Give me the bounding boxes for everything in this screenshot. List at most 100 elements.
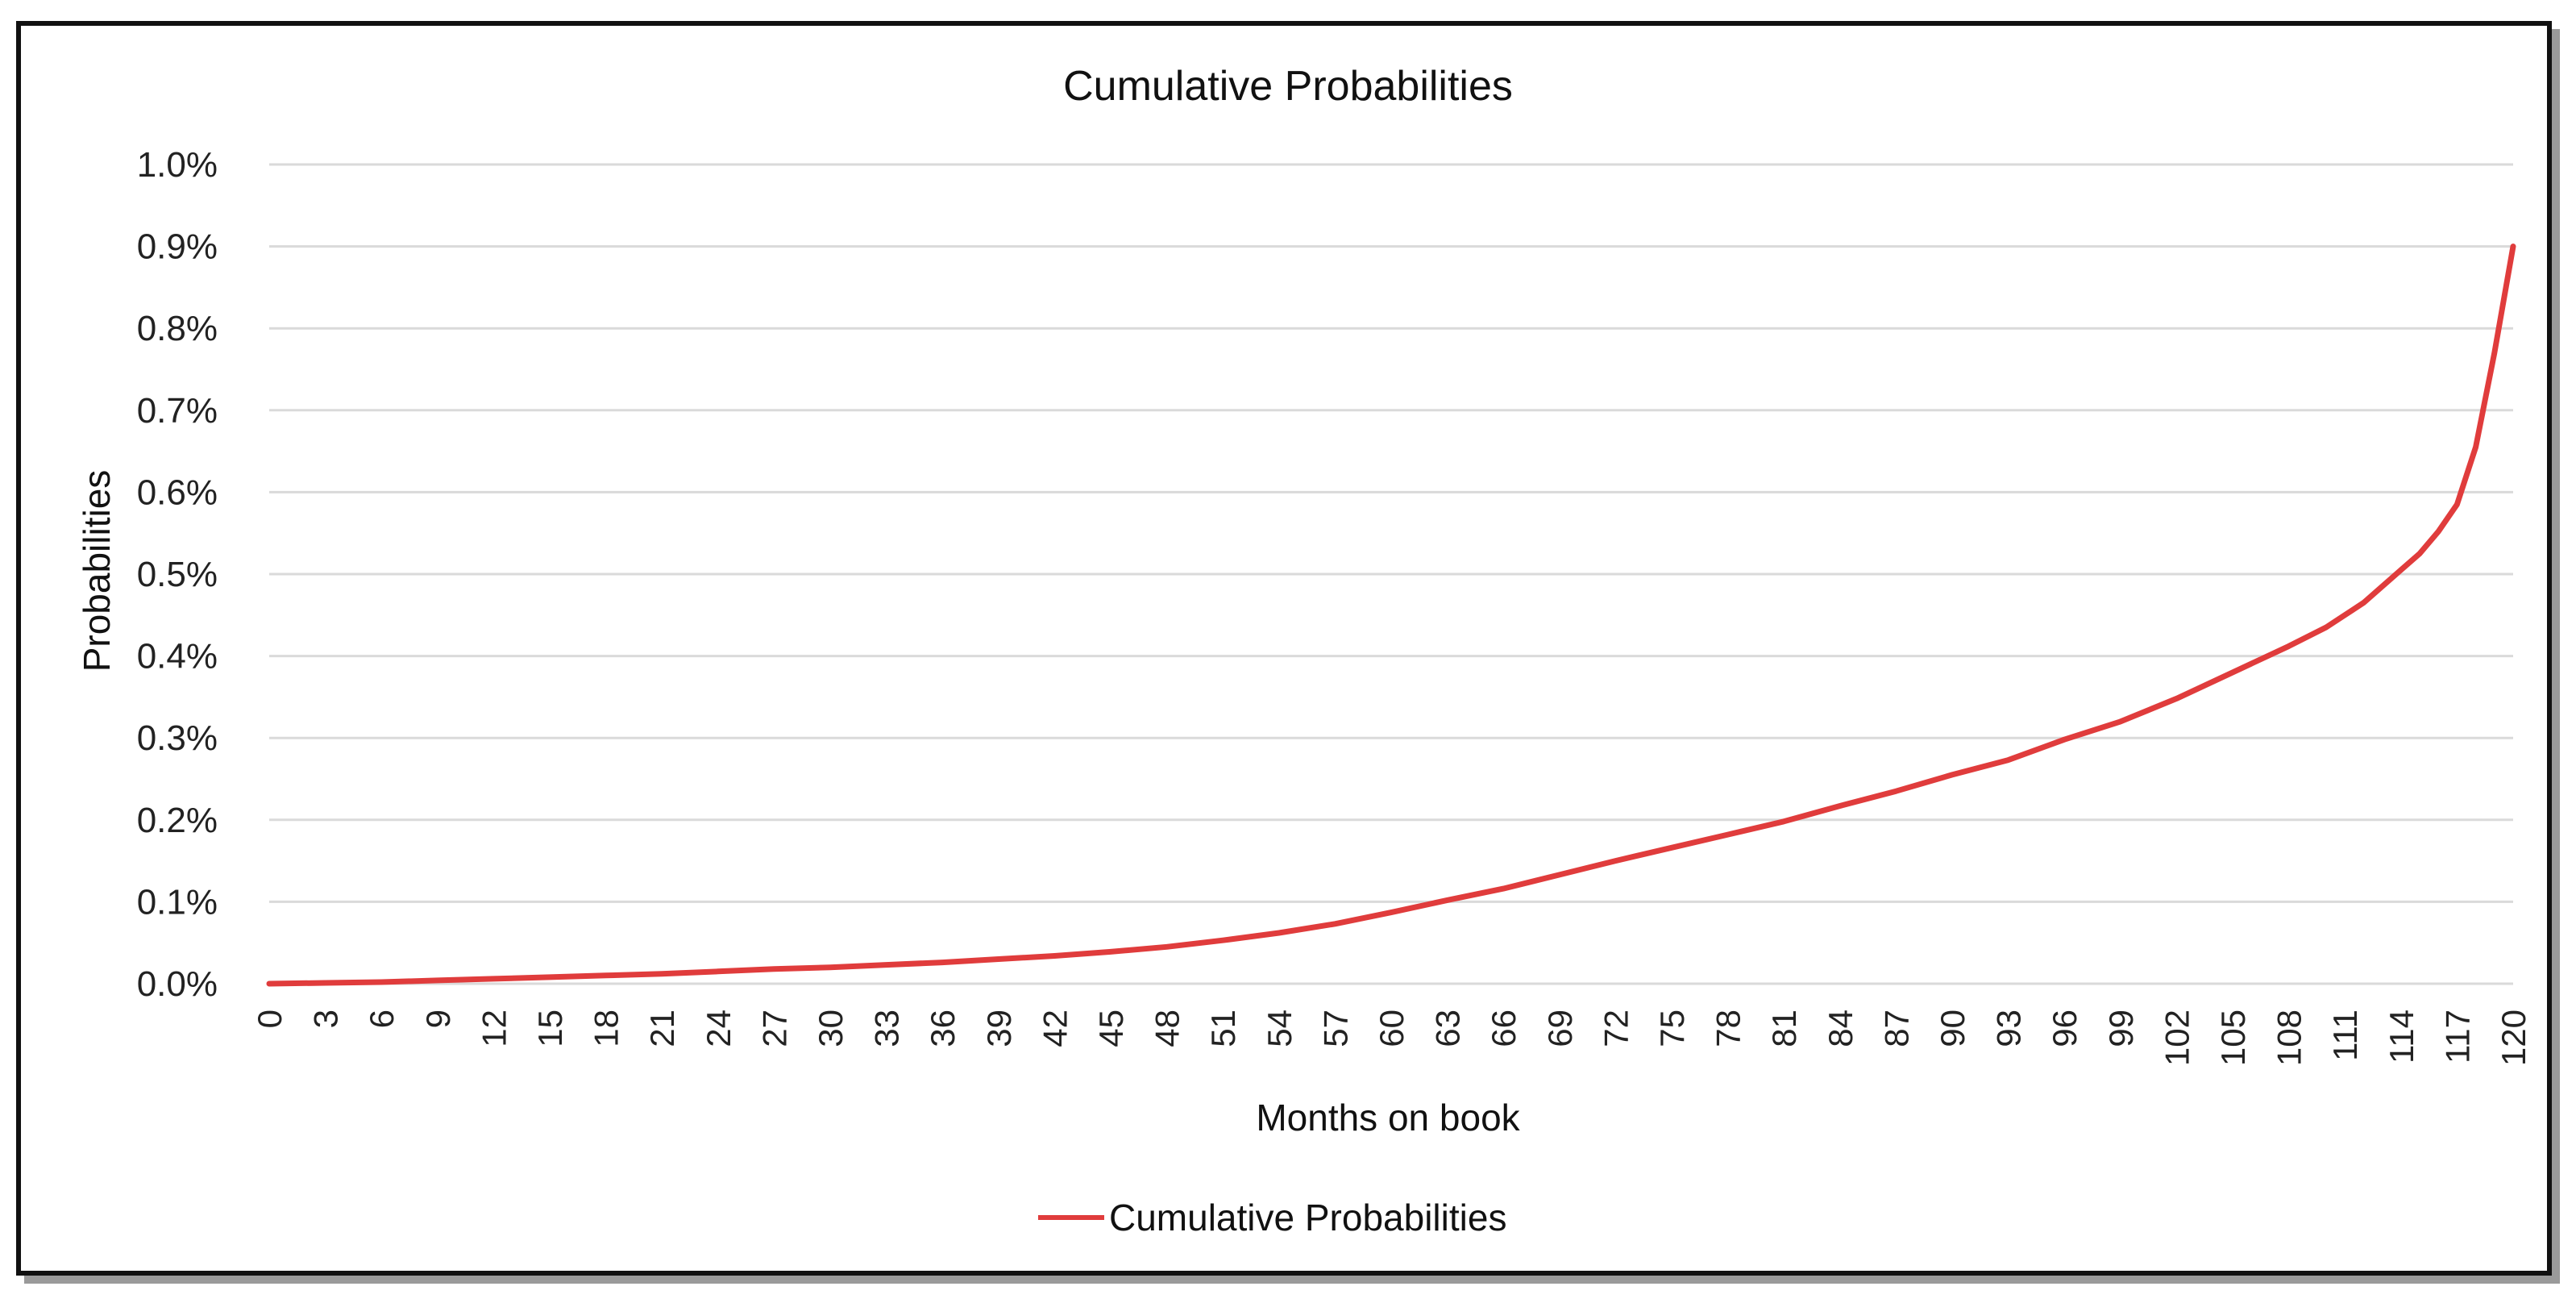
x-tick-label: 102 xyxy=(2158,1010,2196,1066)
data-point xyxy=(1389,910,1394,915)
data-point xyxy=(267,981,272,986)
data-point xyxy=(1501,886,1506,891)
data-point xyxy=(2474,445,2478,450)
x-tick-label: 90 xyxy=(1934,1010,1971,1047)
x-tick-label: 24 xyxy=(700,1010,737,1047)
y-axis-ticks: 0.0% 0.1% 0.2% 0.3% 0.4% 0.5% 0.6% 0.7% 0.8% 0.9%… xyxy=(137,145,218,1004)
data-point xyxy=(2324,625,2329,630)
y-tick-label: 0.4% xyxy=(137,637,218,676)
x-tick-label: 96 xyxy=(2046,1010,2084,1047)
x-tick-label: 84 xyxy=(1822,1010,1859,1047)
x-tick-label: 21 xyxy=(643,1010,681,1047)
x-tick-label: 36 xyxy=(924,1010,962,1047)
y-tick-label: 0.0% xyxy=(137,964,218,1004)
y-axis-label: Probabilities xyxy=(76,470,118,672)
data-point xyxy=(2006,758,2011,763)
x-tick-label: 48 xyxy=(1149,1010,1186,1047)
x-tick-label: 81 xyxy=(1765,1010,1803,1047)
data-point xyxy=(2399,568,2404,572)
y-tick-label: 0.1% xyxy=(137,882,218,922)
x-tick-label: 51 xyxy=(1204,1010,1242,1047)
data-point xyxy=(716,969,721,974)
data-point xyxy=(323,980,328,985)
x-tick-label: 18 xyxy=(588,1010,625,1047)
x-tick-label: 27 xyxy=(755,1010,793,1047)
x-tick-label: 6 xyxy=(363,1010,401,1028)
gridlines xyxy=(269,163,2513,985)
data-point xyxy=(2174,696,2179,701)
series-layer xyxy=(266,244,2516,987)
x-tick-label: 120 xyxy=(2495,1010,2532,1066)
data-point xyxy=(1838,804,1843,809)
x-tick-label: 78 xyxy=(1710,1010,1747,1047)
y-tick-label: 0.2% xyxy=(137,801,218,840)
y-tick-label: 0.8% xyxy=(137,309,218,348)
data-point xyxy=(2062,737,2067,742)
data-point xyxy=(1726,832,1730,837)
x-tick-label: 42 xyxy=(1036,1010,1074,1047)
y-tick-label: 0.5% xyxy=(137,555,218,594)
data-point xyxy=(1108,949,1113,954)
data-point xyxy=(1052,953,1057,958)
x-tick-label: 3 xyxy=(307,1010,345,1028)
y-tick-label: 0.7% xyxy=(137,391,218,431)
data-point xyxy=(2230,670,2235,675)
x-tick-label: 108 xyxy=(2271,1010,2308,1066)
y-tick-label: 1.0% xyxy=(137,145,218,185)
data-point xyxy=(2287,643,2291,648)
x-tick-label: 66 xyxy=(1485,1010,1523,1047)
x-tick-label: 72 xyxy=(1597,1010,1635,1047)
data-point xyxy=(2118,719,2123,724)
x-tick-label: 75 xyxy=(1653,1010,1691,1047)
data-point xyxy=(1557,872,1562,877)
x-tick-label: 111 xyxy=(2326,1010,2364,1061)
y-tick-label: 0.3% xyxy=(137,718,218,758)
x-tick-label: 33 xyxy=(868,1010,906,1047)
data-point xyxy=(379,980,384,985)
x-tick-label: 93 xyxy=(1990,1010,2028,1047)
y-tick-label: 0.9% xyxy=(137,227,218,267)
data-point xyxy=(828,965,833,970)
data-point xyxy=(1950,772,1955,777)
data-point xyxy=(2436,529,2441,534)
data-point xyxy=(884,963,889,968)
legend-label: Cumulative Probabilities xyxy=(1109,1197,1506,1238)
data-point xyxy=(1781,819,1786,824)
x-tick-label: 9 xyxy=(419,1010,457,1028)
chart-title: Cumulative Probabilities xyxy=(1063,63,1513,110)
x-tick-label: 39 xyxy=(980,1010,1018,1047)
legend: Cumulative Probabilities xyxy=(1038,1197,1506,1238)
x-tick-label: 69 xyxy=(1541,1010,1579,1047)
series-line xyxy=(266,244,2516,987)
x-tick-label: 54 xyxy=(1261,1010,1298,1047)
data-point xyxy=(435,978,440,983)
data-point xyxy=(2417,552,2422,556)
x-tick-label: 114 xyxy=(2383,1010,2420,1064)
x-tick-label: 45 xyxy=(1092,1010,1130,1047)
data-point xyxy=(604,973,609,978)
x-axis-ticks: 0 3 6 9 12 15 18 21 24 27 30 33 36 39 42 45 48 51 54 57 60 63… xyxy=(251,1010,2532,1066)
x-tick-label: 15 xyxy=(531,1010,569,1047)
x-tick-label: 60 xyxy=(1373,1010,1411,1047)
x-tick-label: 57 xyxy=(1316,1010,1354,1047)
x-tick-label: 87 xyxy=(1877,1010,1915,1047)
data-point xyxy=(2454,502,2459,507)
x-tick-label: 0 xyxy=(251,1010,289,1028)
y-tick-label: 0.6% xyxy=(137,472,218,512)
x-tick-label: 12 xyxy=(475,1010,513,1047)
series-points xyxy=(267,244,2516,986)
x-axis-label: Months on book xyxy=(1256,1097,1520,1139)
data-point xyxy=(547,975,552,980)
data-point xyxy=(1332,922,1337,926)
data-point xyxy=(1165,944,1170,949)
data-point xyxy=(940,960,945,965)
data-point xyxy=(1669,845,1674,850)
data-point xyxy=(2511,244,2516,249)
data-point xyxy=(1613,859,1618,864)
data-point xyxy=(1893,789,1898,793)
chart-frame xyxy=(16,21,2552,1276)
x-tick-label: 117 xyxy=(2438,1010,2476,1064)
x-tick-label: 30 xyxy=(812,1010,850,1047)
data-point xyxy=(771,967,776,972)
